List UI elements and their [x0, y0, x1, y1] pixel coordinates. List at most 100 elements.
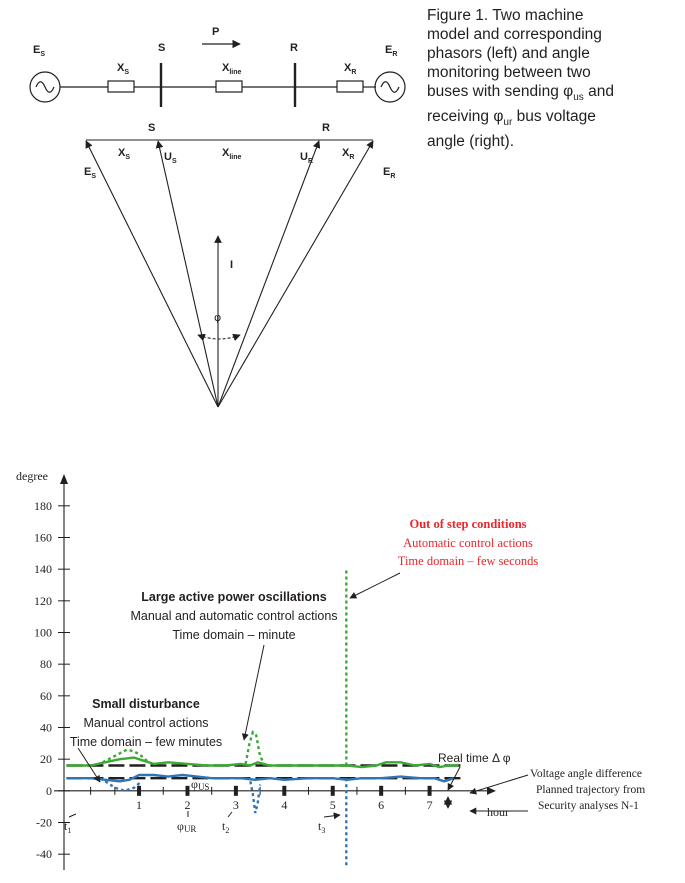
power-label: P [212, 26, 219, 38]
reactance-xline-symbol [215, 80, 243, 93]
phasor-xs-label: XS [118, 147, 130, 161]
source-er-symbol [374, 71, 406, 103]
y-tick-label: 160 [34, 531, 52, 545]
caption-line: buses with sending φus and [427, 83, 614, 104]
x-axis-arrowhead [487, 786, 496, 795]
disturbance-line [104, 780, 143, 793]
phasor-xr-label: XR [342, 147, 354, 161]
x-tick-label: 2 [184, 798, 190, 812]
phi-us-label: φUS [191, 777, 209, 792]
current-i-label: I [230, 259, 233, 271]
y-axis-title: degree [16, 469, 48, 483]
disturbance-line [102, 748, 150, 764]
two-machine-circuit [29, 39, 406, 107]
x-tick-mark [137, 785, 142, 796]
phasor-labels: S R XS US Xline UR XR ES ER I φ [84, 122, 395, 324]
x-tick-mark [427, 785, 432, 796]
t2-label: t2 [222, 819, 229, 835]
t2-pointer [227, 811, 233, 818]
t1-pointer [68, 813, 77, 818]
chart-annotations: Out of step conditions Automatic control… [64, 517, 645, 835]
reactance-xr-symbol [336, 80, 364, 93]
es-label: ES [33, 44, 45, 58]
t3-pointer [323, 812, 341, 820]
y-tick-label: 140 [34, 562, 52, 576]
vad-pointer [469, 774, 529, 795]
angle-monitoring-chart: degree hour 180 160 140 120 100 80 60 40 20 0 -20 -… [16, 469, 645, 870]
lapo-title: Large active power oscillations [141, 590, 327, 604]
disturbance-line [244, 730, 266, 767]
circuit-labels: ES XS S P Xline R XR ER [33, 26, 397, 76]
t1-label: t1 [64, 819, 71, 835]
phi-ur-label: φUR [177, 819, 196, 834]
series-line [66, 773, 455, 783]
x-tick-mark [379, 785, 384, 796]
caption-line: receiving φur bus voltage [427, 108, 596, 129]
phasor-s-label: S [148, 122, 155, 134]
series-line [66, 756, 459, 769]
phasor-er [217, 140, 374, 408]
x-tick-label: 5 [330, 798, 336, 812]
annotation-pointers [68, 572, 529, 820]
real-time-label: Real time Δ φ [438, 751, 511, 765]
xr-label: XR [344, 62, 356, 76]
bus-s-label: S [158, 42, 165, 54]
series-lines [66, 756, 459, 783]
x-tick-mark [185, 785, 190, 796]
caption-line: Figure 1. Two machine [427, 7, 584, 24]
vad-line: Security analyses N-1 [538, 800, 639, 812]
y-tick-label: -20 [36, 816, 52, 830]
oos-line: Automatic control actions [403, 536, 533, 550]
phasor-us-label: US [164, 151, 177, 165]
vad-line: Voltage angle difference [530, 768, 642, 780]
x-tick-mark [282, 785, 287, 796]
vad-line: Planned trajectory from [536, 784, 645, 796]
x-tick-label: 6 [378, 798, 384, 812]
sd-title: Small disturbance [92, 697, 200, 711]
phasor-diagram [85, 139, 374, 408]
disturbance-line [249, 781, 262, 814]
phasor-er-label: ER [383, 166, 395, 180]
phasor-es-label: ES [84, 166, 96, 180]
y-ticks: 180 160 140 120 100 80 60 40 20 0 -20 -40 [34, 499, 70, 861]
x-ticks: 1 2 3 4 5 6 7 [90, 785, 433, 812]
x-tick-mark [330, 785, 335, 796]
x-tick-mark [233, 785, 238, 796]
phasor-ur-label: UR [300, 151, 313, 165]
x-tick-label: 1 [136, 798, 142, 812]
t3-label: t3 [318, 819, 325, 835]
sd-line: Manual control actions [83, 716, 208, 730]
disturbance-lines [102, 567, 348, 867]
x-tick-label: 7 [427, 798, 433, 812]
x-axis-title: hour [487, 805, 509, 819]
xs-label: XS [117, 62, 129, 76]
y-tick-label: 20 [40, 752, 52, 766]
er-label: ER [385, 44, 397, 58]
caption-line: model and corresponding [427, 26, 602, 43]
caption-line: angle (right). [427, 133, 515, 151]
y-tick-label: 80 [40, 657, 52, 671]
sd-pointer [77, 747, 101, 783]
x-tick-label: 4 [281, 798, 287, 812]
y-tick-label: -40 [36, 847, 52, 861]
y-tick-label: 120 [34, 594, 52, 608]
y-tick-label: 40 [40, 721, 52, 735]
caption-line: monitoring between two [427, 64, 591, 81]
real-time-pointer [447, 766, 461, 791]
figure-caption: Figure 1. Two machine model and correspo… [427, 6, 679, 151]
x-tick-label: 3 [233, 798, 239, 812]
y-axis-arrowhead [60, 474, 68, 484]
oos-pointer [349, 572, 401, 599]
phasor-r-label: R [322, 122, 330, 134]
xline-label: Xline [222, 62, 242, 76]
oos-line: Time domain – few seconds [398, 554, 539, 568]
y-tick-label: 0 [46, 784, 52, 798]
y-tick-label: 180 [34, 499, 52, 513]
lapo-pointer [241, 644, 265, 741]
lapo-line: Time domain – minute [172, 628, 295, 642]
reactance-xs-symbol [107, 80, 135, 93]
phasor-us [155, 140, 219, 408]
angle-phi-label: φ [214, 311, 221, 324]
phasor-xline-label: Xline [222, 147, 242, 161]
